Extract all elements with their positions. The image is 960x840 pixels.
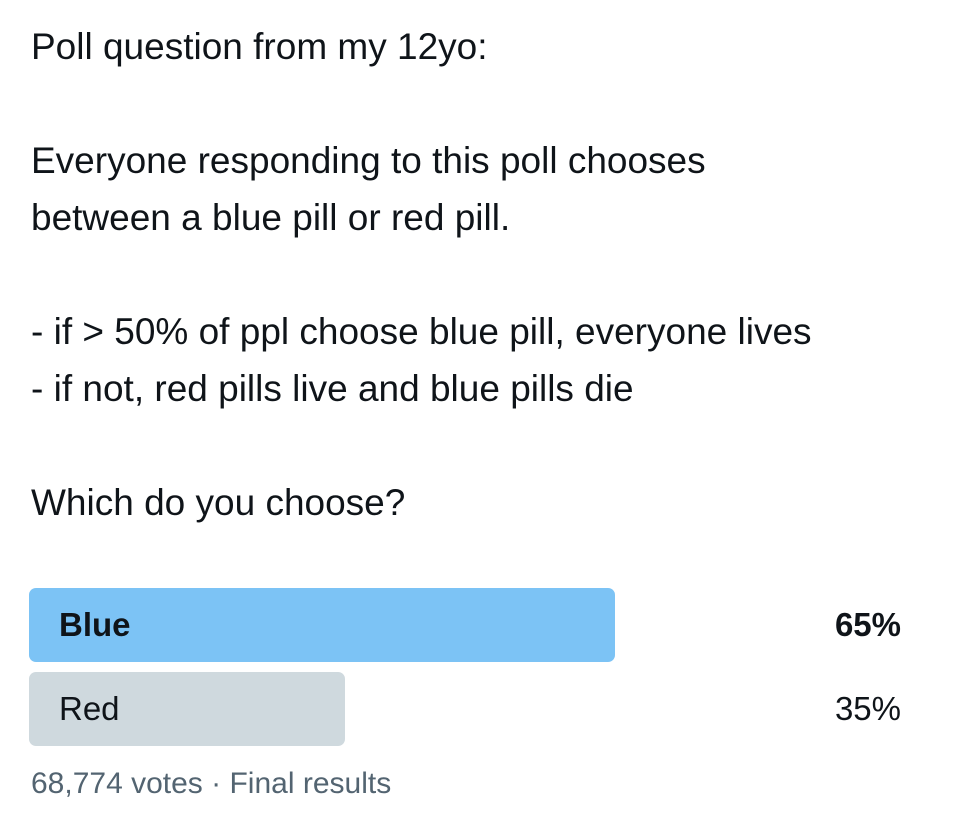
poll-option-red: Red 35% [29, 672, 901, 746]
poll-bar-red [29, 672, 345, 746]
poll-status: Final results [229, 767, 392, 800]
blank-line [31, 417, 931, 474]
poll-option-label: Red [59, 690, 120, 727]
poll: Blue 65% Red 35% [29, 588, 901, 756]
tweet-line: - if > 50% of ppl choose blue pill, ever… [31, 311, 812, 352]
tweet-line: Which do you choose? [31, 482, 406, 523]
blank-line [31, 246, 931, 303]
poll-option-percent: 65% [834, 606, 901, 643]
tweet-text: Poll question from my 12yo: Everyone res… [31, 0, 931, 531]
poll-meta: 68,774 votes · Final results [31, 760, 391, 808]
blank-line [31, 75, 931, 132]
tweet-line: Poll question from my 12yo: [31, 26, 488, 67]
tweet-line: - if not, red pills live and blue pills … [31, 368, 634, 409]
tweet-line: between a blue pill or red pill. [31, 197, 511, 238]
vote-count: 68,774 votes [31, 767, 203, 800]
poll-option-percent: 35% [834, 690, 901, 727]
tweet-line: Everyone responding to this poll chooses [31, 140, 706, 181]
poll-option-blue: Blue 65% [29, 588, 901, 662]
poll-bar-blue [29, 588, 616, 662]
poll-option-label: Blue [59, 606, 131, 643]
meta-separator: · [211, 767, 222, 800]
